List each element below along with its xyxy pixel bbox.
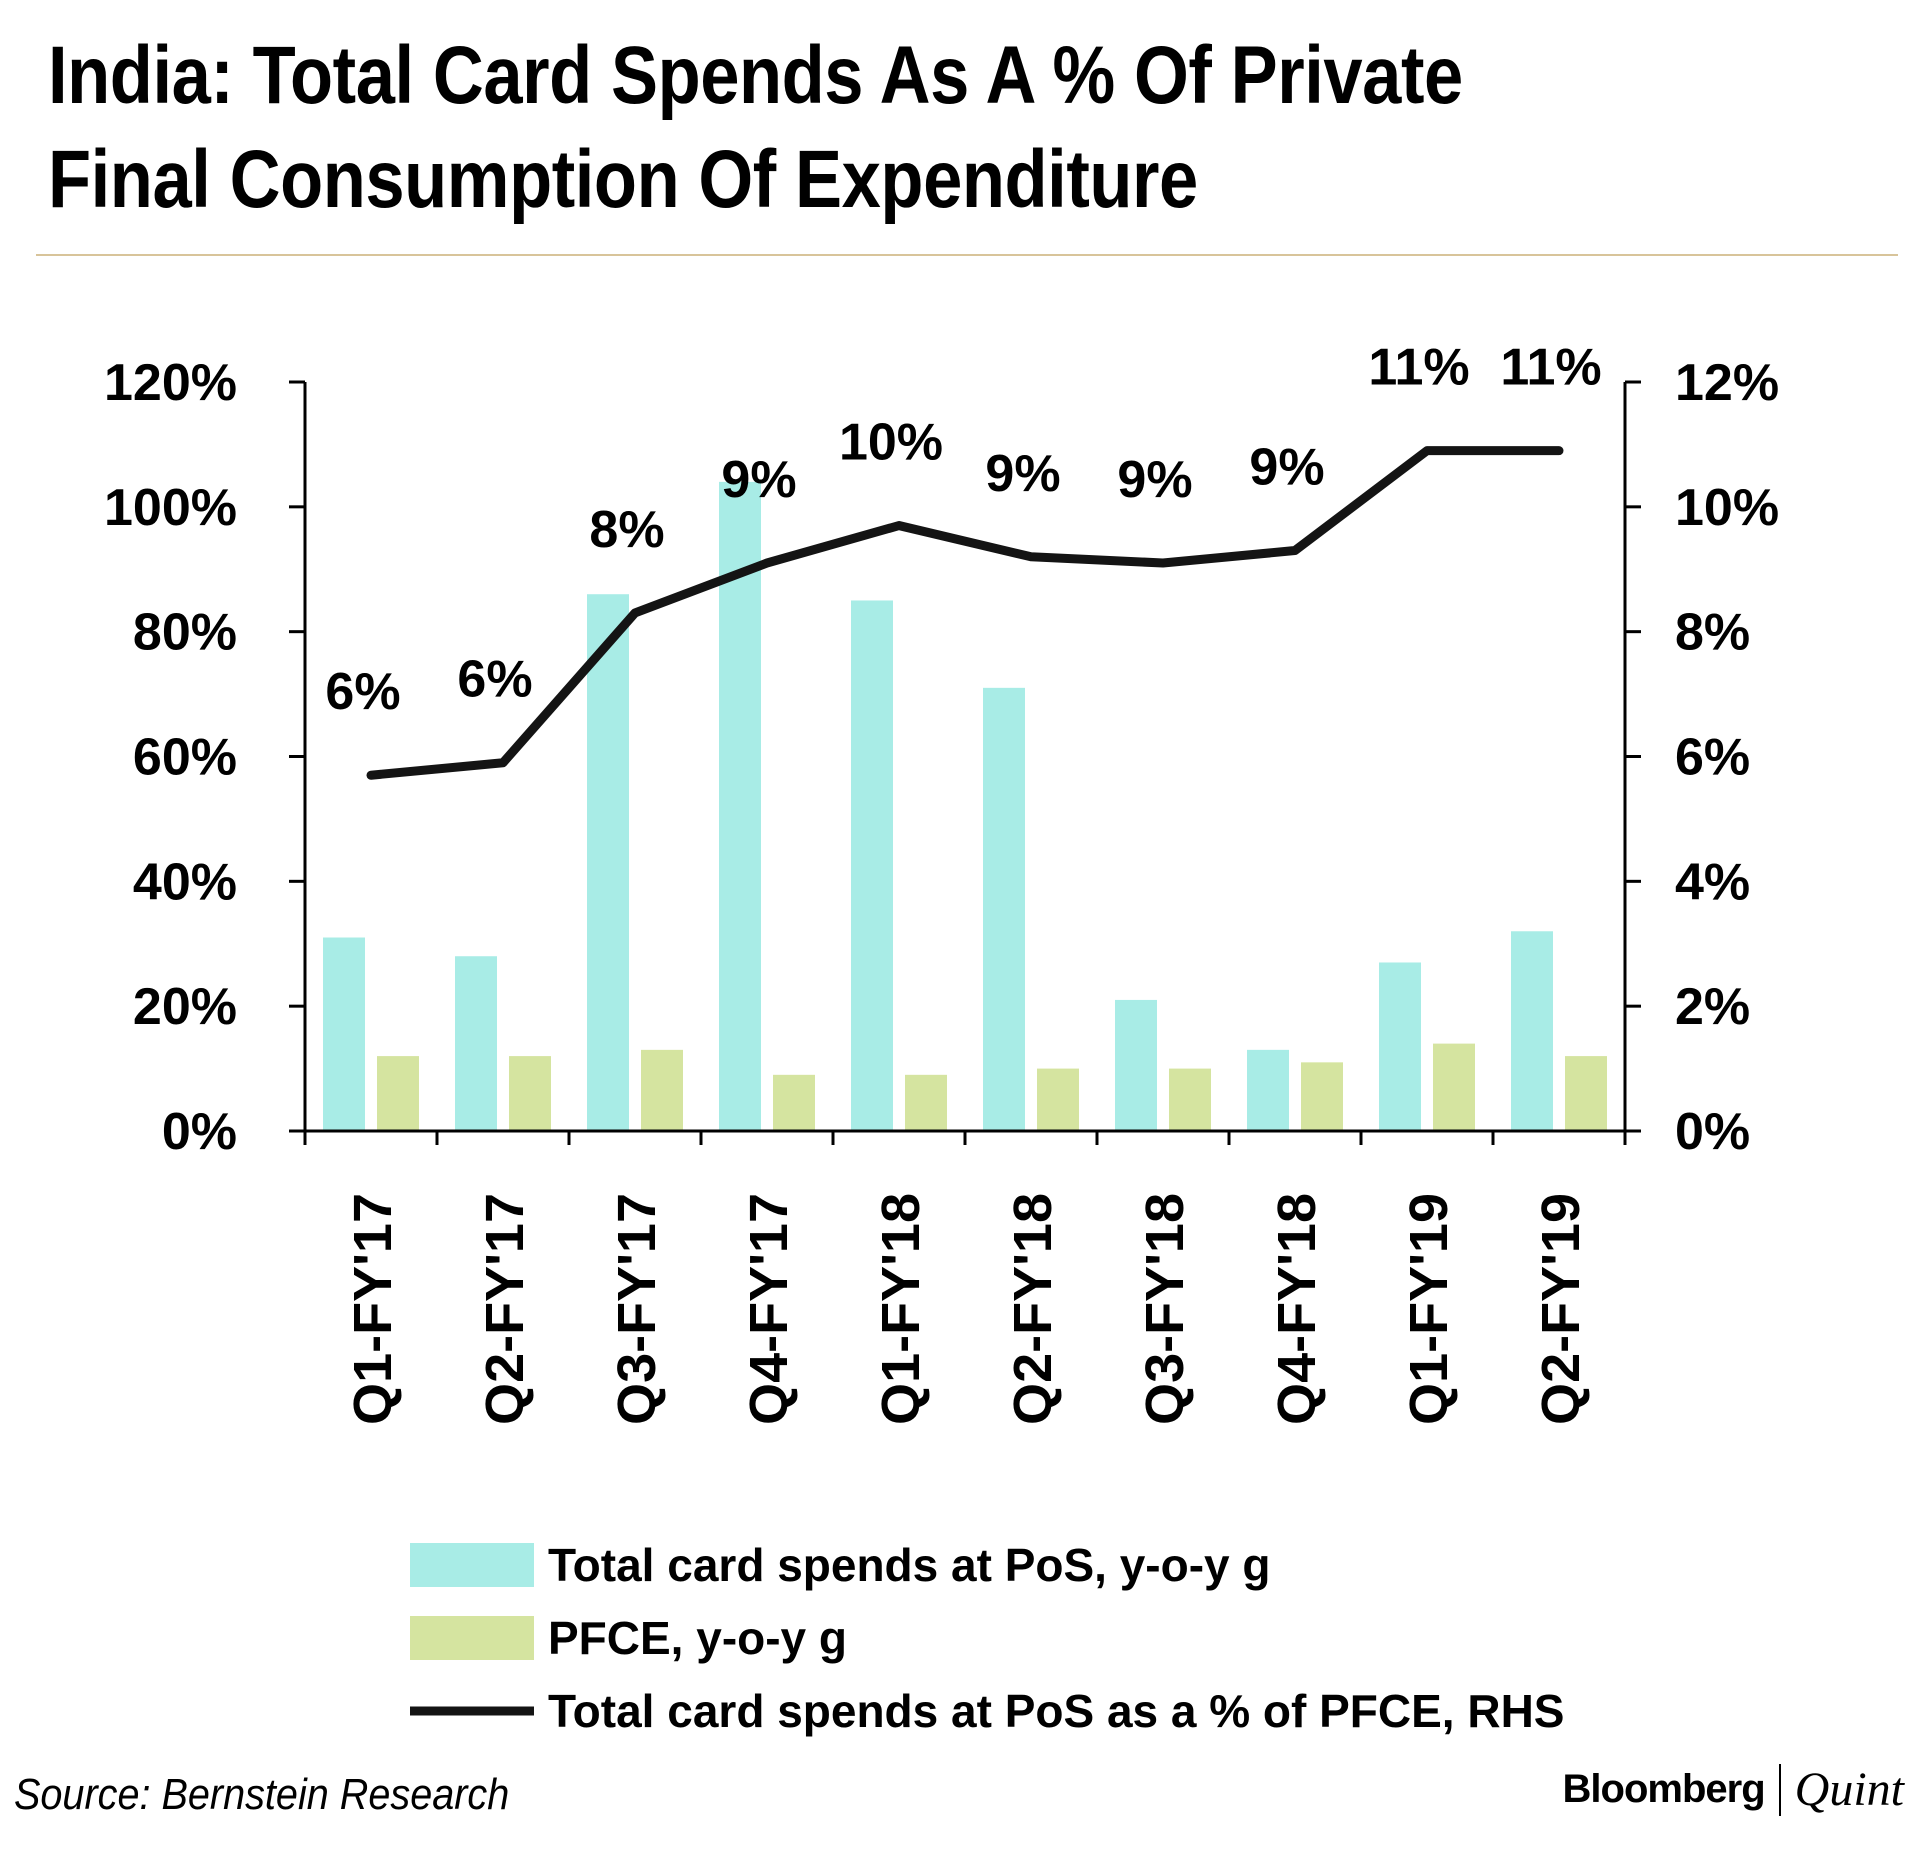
right-tick-label: 2% (1675, 978, 1750, 1036)
left-tick-label: 20% (133, 978, 237, 1036)
bar-pfce-9 (1565, 1056, 1607, 1131)
x-tick-label: Q3-FY'17 (607, 1193, 667, 1425)
bar-pfce-2 (641, 1049, 683, 1131)
x-tick-label: Q4-FY'18 (1267, 1193, 1327, 1425)
brand-primary: Bloomberg (1562, 1767, 1766, 1811)
left-tick-label: 120% (104, 354, 237, 412)
bar-pos-5 (983, 687, 1025, 1131)
bar-pos-7 (1247, 1049, 1289, 1131)
left-tick-label: 0% (162, 1103, 237, 1161)
brand-secondary: Quint (1794, 1763, 1904, 1816)
legend-label-0: Total card spends at PoS, y-o-y g (548, 1539, 1271, 1591)
bar-pfce-6 (1169, 1068, 1211, 1131)
left-tick-label: 80% (133, 604, 237, 662)
bar-pos-6 (1115, 999, 1157, 1131)
line-data-label: 9% (721, 451, 796, 509)
labels-layer: 6% 6% 8% 9% 10% 9% 9% 9% 11% 11% (325, 339, 1601, 722)
brand-logo: Bloomberg Quint (1563, 1762, 1904, 1817)
x-tick-label: Q1-FY'19 (1399, 1193, 1459, 1425)
legend-label-2: Total card spends at PoS as a % of PFCE,… (548, 1685, 1565, 1737)
bar-pfce-5 (1037, 1068, 1079, 1131)
legend-swatch-pfce (410, 1616, 534, 1660)
bars-layer (323, 481, 1607, 1131)
right-tick-label: 0% (1675, 1103, 1750, 1161)
left-tick-label: 60% (133, 729, 237, 787)
legend-label-1: PFCE, y-o-y g (548, 1612, 847, 1664)
legend-swatch-pos (410, 1543, 534, 1587)
x-tick-label: Q4-FY'17 (739, 1193, 799, 1425)
brand-separator (1778, 1763, 1781, 1816)
left-tick-label: 100% (104, 479, 237, 537)
line-data-label: 10% (839, 414, 943, 472)
right-tick-label: 6% (1675, 729, 1750, 787)
right-tick-label: 12% (1675, 354, 1779, 412)
bar-pos-1 (455, 956, 497, 1131)
line-layer (366, 446, 1564, 780)
bar-pfce-3 (773, 1074, 815, 1131)
bar-pfce-4 (905, 1074, 947, 1131)
chart-title: India: Total Card Spends As A % Of Priva… (48, 30, 1463, 225)
bar-pfce-7 (1301, 1062, 1343, 1131)
bar-pfce-1 (509, 1056, 551, 1131)
x-tick-label: Q1-FY'18 (871, 1193, 931, 1425)
bar-pos-2 (587, 594, 629, 1131)
line-data-label: 8% (589, 501, 664, 559)
x-tick-label: Q1-FY'17 (343, 1193, 403, 1425)
bar-pos-0 (323, 937, 365, 1131)
x-tick-label: Q2-FY'19 (1531, 1193, 1591, 1425)
axes-layer: 0% 20% 40% 60% 80% 100% 120% 0% 2% 4% 6% 8% 10% 12% Q1… (104, 354, 1779, 1425)
x-tick-label: Q3-FY'18 (1135, 1193, 1195, 1425)
bar-pfce-8 (1433, 1043, 1475, 1131)
bar-pos-8 (1379, 962, 1421, 1131)
right-tick-label: 10% (1675, 479, 1779, 537)
right-tick-label: 8% (1675, 604, 1750, 662)
line-data-label: 9% (1117, 451, 1192, 509)
right-tick-label: 4% (1675, 853, 1750, 911)
line-data-label: 11% (1500, 339, 1601, 397)
line-data-label: 9% (1249, 439, 1324, 497)
bar-pos-4 (851, 600, 893, 1131)
legend: Total card spends at PoS, y-o-y g PFCE, y… (410, 1539, 1565, 1737)
line-data-label: 6% (457, 651, 532, 709)
left-tick-label: 40% (133, 853, 237, 911)
source-note: Source: Bernstein Research (14, 1770, 510, 1819)
title-divider (36, 254, 1898, 256)
bar-pos-3 (719, 481, 761, 1131)
bar-pos-9 (1511, 931, 1553, 1131)
x-tick-label: Q2-FY'18 (1003, 1193, 1063, 1425)
line-data-label: 9% (985, 445, 1060, 503)
x-tick-label: Q2-FY'17 (475, 1193, 535, 1425)
line-data-label: 6% (325, 663, 400, 721)
bar-pfce-0 (377, 1056, 419, 1131)
line-data-label: 11% (1368, 339, 1469, 397)
line-series (366, 446, 1564, 780)
